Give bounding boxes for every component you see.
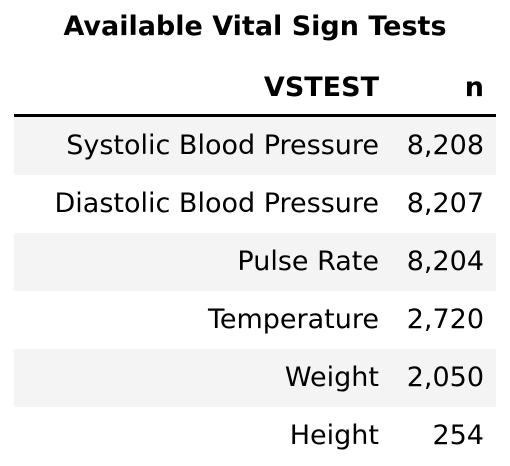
cell-n: 254 bbox=[432, 420, 484, 451]
cell-n: 2,720 bbox=[406, 304, 484, 335]
header-vstest: VSTEST bbox=[263, 72, 379, 103]
cell-n: 8,208 bbox=[406, 130, 484, 161]
cell-vstest: Height bbox=[289, 420, 379, 451]
cell-vstest: Temperature bbox=[207, 304, 379, 335]
header-rule bbox=[14, 114, 496, 117]
cell-n: 8,204 bbox=[406, 246, 484, 277]
header-n: n bbox=[464, 72, 484, 103]
table-title: Available Vital Sign Tests bbox=[63, 11, 447, 42]
table-row: Systolic Blood Pressure 8,208 bbox=[14, 117, 496, 175]
table-header: VSTEST n bbox=[14, 68, 496, 108]
cell-n: 8,207 bbox=[406, 188, 484, 219]
cell-n: 2,050 bbox=[406, 362, 484, 393]
cell-vstest: Pulse Rate bbox=[237, 246, 379, 277]
table-row: Pulse Rate 8,204 bbox=[14, 233, 496, 291]
table-row: Temperature 2,720 bbox=[14, 291, 496, 349]
cell-vstest: Diastolic Blood Pressure bbox=[54, 188, 379, 219]
cell-vstest: Systolic Blood Pressure bbox=[66, 130, 379, 161]
table-row: Weight 2,050 bbox=[14, 349, 496, 407]
cell-vstest: Weight bbox=[284, 362, 379, 393]
table-row: Height 254 bbox=[14, 407, 496, 465]
table-row: Diastolic Blood Pressure 8,207 bbox=[14, 175, 496, 233]
